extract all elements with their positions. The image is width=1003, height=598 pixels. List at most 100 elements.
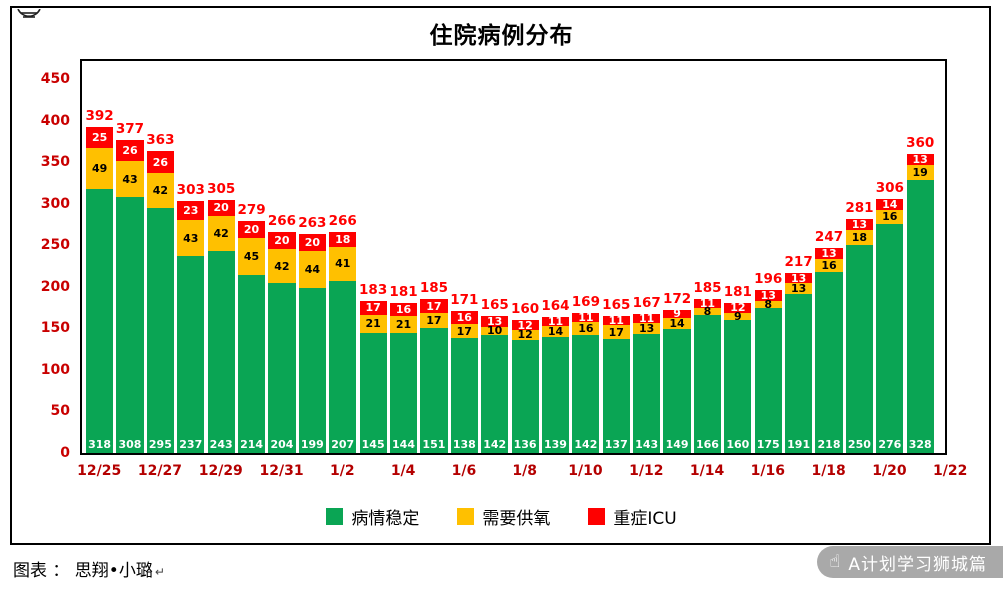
segment-value: 9 (734, 309, 742, 323)
oxygen-segment: 41 (329, 246, 357, 281)
icu-segment: 14 (876, 198, 904, 211)
segment-value: 21 (365, 317, 381, 331)
segment-value: 26 (122, 143, 138, 157)
stacked-bar: 392 25 49 318 (86, 108, 114, 453)
legend-swatch (457, 508, 475, 525)
segment-value: 218 (817, 437, 841, 451)
segment-value: 14 (547, 325, 564, 339)
segment-value: 17 (426, 299, 442, 313)
oxygen-segment: 19 (906, 164, 934, 181)
x-tick-label: 1/16 (750, 463, 785, 479)
icu-segment: 26 (146, 151, 174, 173)
icu-segment: 13 (481, 314, 509, 328)
stacked-bar: 363 26 42 295 (146, 132, 174, 453)
plot-area: 392 25 49 318 377 26 43 308 363 26 42 295 303 23 43 237… (80, 59, 947, 455)
y-tick-label: 50 (50, 403, 70, 420)
stacked-bar: 164 11 14 139 (541, 298, 570, 453)
icu-segment: 20 (268, 231, 296, 249)
stable-segment: 308 (116, 197, 144, 453)
stable-segment: 214 (237, 275, 266, 453)
segment-value: 20 (213, 201, 229, 215)
x-tick-label: 12/25 (77, 463, 122, 479)
segment-value: 13 (760, 289, 776, 303)
segment-value: 237 (179, 438, 203, 451)
stacked-bar: 185 11 8 166 (693, 280, 722, 453)
segment-value: 42 (213, 227, 229, 241)
oxygen-segment: 8 (754, 297, 782, 311)
icu-segment: 20 (207, 199, 235, 217)
x-tick-label: 1/18 (811, 463, 846, 479)
oxygen-segment: 12 (511, 329, 539, 340)
oxygen-segment: 21 (359, 315, 387, 333)
legend-item: 病情稳定 (326, 504, 419, 529)
x-tick-label: 1/20 (872, 463, 907, 479)
segment-value: 13 (487, 314, 503, 328)
segment-value: 13 (790, 271, 807, 285)
segment-value: 13 (851, 218, 868, 232)
watermark-text: A计划学习狮城篇 (848, 554, 987, 575)
oxygen-segment: 17 (602, 325, 630, 340)
segment-value: 142 (483, 437, 507, 451)
total-label: 281 (845, 200, 874, 217)
segment-value: 11 (578, 310, 594, 324)
hand-pointer-icon: ☝ (829, 551, 841, 572)
watermark-badge: ☝ A计划学习狮城篇 (817, 546, 1003, 578)
icu-segment: 9 (663, 308, 691, 319)
stable-segment: 138 (450, 338, 478, 453)
total-label: 164 (541, 297, 570, 314)
segment-value: 13 (821, 246, 837, 260)
segment-value: 44 (304, 262, 320, 276)
segment-value: 137 (604, 438, 628, 451)
segment-value: 318 (88, 437, 112, 451)
segment-value: 199 (300, 437, 324, 451)
segment-value: 276 (878, 437, 902, 451)
total-label: 185 (693, 280, 722, 297)
stacked-bar: 167 11 13 143 (633, 295, 661, 453)
stable-segment: 276 (876, 223, 904, 453)
oxygen-segment: 17 (450, 324, 478, 339)
segment-value: 207 (331, 437, 355, 451)
segment-value: 13 (790, 282, 807, 296)
icu-segment: 12 (511, 320, 539, 331)
total-label: 303 (176, 182, 205, 199)
icu-segment: 16 (450, 310, 478, 325)
stable-segment: 328 (906, 180, 934, 453)
x-axis-labels: 12/25 12/27 12/29 12/31 1/2 1/4 1/6 1/8 1/10 1/12… (77, 463, 980, 483)
y-tick-label: 100 (40, 361, 70, 378)
icu-segment: 13 (906, 154, 934, 165)
segment-value: 16 (456, 311, 472, 325)
stacked-bar: 169 11 16 142 (572, 294, 600, 453)
segment-value: 8 (764, 297, 773, 311)
segment-value: 25 (91, 131, 108, 145)
stable-segment: 243 (207, 251, 235, 453)
icu-segment: 11 (572, 310, 600, 324)
icu-segment: 20 (237, 221, 266, 238)
oxygen-segment: 42 (268, 248, 296, 284)
segment-value: 11 (547, 314, 564, 328)
y-tick-label: 250 (40, 237, 70, 254)
segment-value: 13 (639, 322, 655, 336)
segment-value: 214 (240, 437, 264, 451)
chart-title: 住院病例分布 (429, 23, 574, 49)
segment-value: 45 (243, 249, 260, 263)
y-axis-labels: 450 400 350 300 250 200 150 100 50 0 (26, 61, 72, 461)
icu-segment: 18 (329, 231, 357, 247)
total-label: 172 (662, 291, 692, 308)
segment-value: 175 (756, 437, 780, 451)
legend-swatch (588, 508, 606, 525)
segment-value: 16 (882, 210, 898, 224)
y-tick-label: 450 (40, 71, 70, 87)
oxygen-segment: 43 (177, 220, 205, 257)
stacked-bar: 165 11 17 137 (602, 297, 630, 453)
total-label: 169 (571, 293, 600, 310)
y-tick-label: 400 (40, 112, 70, 129)
stable-segment: 139 (541, 337, 570, 453)
stable-segment: 295 (146, 207, 174, 453)
y-tick-label: 200 (40, 278, 70, 295)
segment-value: 17 (365, 301, 381, 315)
segment-value: 16 (821, 258, 837, 272)
segment-value: 250 (847, 437, 871, 451)
x-tick-label: 12/27 (137, 463, 182, 479)
legend-label: 病情稳定 (351, 509, 420, 529)
segment-value: 17 (426, 313, 442, 327)
